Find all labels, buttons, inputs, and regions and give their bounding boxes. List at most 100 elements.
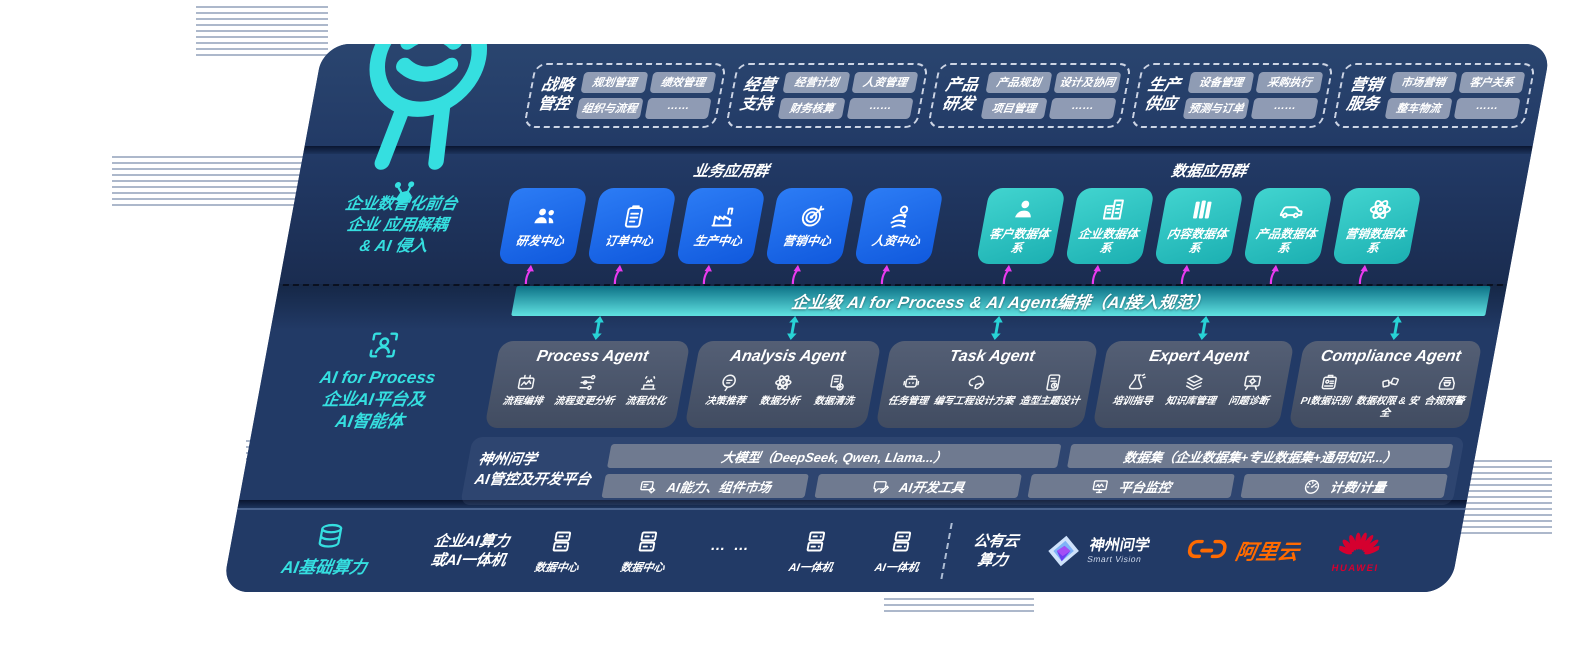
huawei-flower-icon xyxy=(1337,532,1382,554)
agent-capability: 任务管理 xyxy=(887,372,934,408)
business-group-title: 业务应用群 xyxy=(691,163,771,180)
app-box-label: 营销中心 xyxy=(781,234,833,249)
front-chip: 设备管理 xyxy=(1187,71,1255,93)
vendor-logos: 神州问学 Smart Vision 阿里云 xyxy=(1043,529,1386,574)
node-ai-appliance: AI一体机 xyxy=(873,528,926,575)
front-group-title: 经营支持 xyxy=(738,76,778,113)
id-card-icon xyxy=(1321,374,1337,390)
app-box-marketing-center: 营销中心 xyxy=(764,188,855,264)
team-icon xyxy=(533,208,554,224)
agent-title: Compliance Agent xyxy=(1319,348,1463,365)
tool-billing: 计费/计量 xyxy=(1240,474,1448,498)
agent-capability: 流程变更分析 xyxy=(553,372,620,408)
agent-card-analysis: Analysis Agent 决策推荐 数据分析 数据清洗 xyxy=(684,316,882,428)
front-chip: 设计及协同 xyxy=(1053,71,1122,93)
front-chip: 整车物流 xyxy=(1384,97,1453,119)
robot-icon xyxy=(903,375,920,388)
agent-row: Process Agent 流程编排 流程变更分析 流程优化 xyxy=(484,316,1483,428)
front-chip: 产品规划 xyxy=(985,71,1053,93)
data-box-label: 内容数据体系 xyxy=(1166,227,1229,255)
head-insight-icon xyxy=(721,374,736,392)
ai-layer-rail: AI for Process 企业AI平台及 AI智能体 xyxy=(251,328,503,433)
chat-pen-icon xyxy=(873,480,889,493)
data-box-enterprise: 企业数据体系 xyxy=(1064,188,1155,264)
clipboard-icon xyxy=(624,205,643,228)
target-icon xyxy=(801,205,824,227)
node-datacenter: 数据中心 xyxy=(619,528,672,575)
data-box-label: 产品数据体系 xyxy=(1255,227,1318,255)
front-group-title: 营销服务 xyxy=(1345,76,1384,113)
front-chip: 预测与订单 xyxy=(1182,97,1250,119)
logo-name: HUAWEI xyxy=(1330,562,1380,574)
tool-ai-dev: AI开发工具 xyxy=(814,474,1022,498)
front-chip: 绩效管理 xyxy=(649,71,717,93)
panel-gear-icon xyxy=(640,480,656,494)
stripe-decoration xyxy=(196,6,328,56)
front-group-strategy: 战略管控 规划管理 绩效管理 组织与流程 …… xyxy=(523,62,728,128)
server-icon xyxy=(552,531,571,551)
layers-icon xyxy=(1185,374,1203,391)
app-box-label: 研发中心 xyxy=(514,234,566,249)
flow-sliders-icon xyxy=(579,374,596,391)
front-layer-rail: 企业数智化前台 xyxy=(292,44,552,216)
data-box-wrap: 产品数据体系 xyxy=(1242,188,1333,304)
books-icon xyxy=(1192,200,1211,219)
molecule-icon xyxy=(392,181,414,209)
business-box-wrap: 人资中心 xyxy=(853,188,944,304)
front-group-marketing: 营销服务 市场营销 客户关系 整车物流 …… xyxy=(1331,62,1537,128)
design-board-icon xyxy=(1046,374,1061,391)
factory-icon xyxy=(710,207,733,227)
people-flow-icon xyxy=(890,205,908,229)
link-lock-icon xyxy=(1382,377,1400,388)
agent-title: Expert Agent xyxy=(1147,348,1250,365)
front-chip: 采购执行 xyxy=(1255,71,1324,93)
front-group-title: 战略管控 xyxy=(536,76,576,113)
data-box-label: 客户数据体系 xyxy=(988,227,1051,255)
atom-icon xyxy=(1369,200,1391,220)
enterprise-compute-label: 企业AI算力 或AI一体机 xyxy=(429,532,512,570)
agent-capability: 编写工程设计方案 xyxy=(933,372,1020,408)
agent-capability: 决策推荐 xyxy=(704,372,751,408)
business-box-wrap: 生产中心 xyxy=(675,188,766,304)
aliyun-bracket-icon xyxy=(1188,539,1227,559)
brain-head-icon xyxy=(369,44,488,170)
data-app-group: 数据应用群 客户数据体系 xyxy=(972,160,1427,304)
orchestration-bar: 企业级 AI for Process & AI Agent编排（AI接入规范） xyxy=(511,286,1491,316)
app-box-label: 生产中心 xyxy=(692,234,744,249)
gauge-icon xyxy=(1304,479,1319,494)
agent-capability: 数据权限 & 安全 xyxy=(1352,372,1425,420)
bidirectional-arrow-icon xyxy=(787,316,800,340)
front-chip: 市场营销 xyxy=(1389,71,1457,93)
user-icon xyxy=(1014,200,1031,218)
doc-clean-icon xyxy=(830,374,844,391)
training-icon xyxy=(1128,373,1146,390)
front-chip: …… xyxy=(644,97,712,119)
app-box-label: 人资中心 xyxy=(870,234,922,249)
agent-card-expert: Expert Agent 培训指导 知识库管理 问题诊断 xyxy=(1092,316,1295,428)
data-box-wrap: 客户数据体系 xyxy=(975,188,1066,304)
front-chip: 人资管理 xyxy=(851,71,919,93)
public-cloud-label: 公有云 算力 xyxy=(972,532,1021,570)
data-box-customer: 客户数据体系 xyxy=(975,188,1066,264)
node-ai-appliance: AI一体机 xyxy=(787,528,840,575)
infra-rail: AI基础算力 xyxy=(224,522,430,579)
front-chip: …… xyxy=(846,97,915,119)
logo-name: 阿里云 xyxy=(1233,541,1301,564)
stripe-decoration xyxy=(884,598,1034,612)
agent-card-process: Process Agent 流程编排 流程变更分析 流程优化 xyxy=(484,316,691,428)
agent-card-compliance: Compliance Agent PI数据识别 数据权限 & 安全 合规预警 xyxy=(1288,316,1483,428)
front-chip: 规划管理 xyxy=(580,71,649,93)
data-box-wrap: 营销数据体系 xyxy=(1331,188,1422,304)
front-chip: 经营计划 xyxy=(782,71,851,93)
agent-card-task: Task Agent 任务管理 编写工程设计方案 造型主题设计 xyxy=(875,316,1099,428)
bidirectional-arrow-icon xyxy=(1198,316,1211,340)
front-group-product: 产品研发 产品规划 设计及协同 项目管理 …… xyxy=(927,62,1132,128)
monitor-icon xyxy=(1093,479,1109,493)
ai-layer-band: 企业级 AI for Process & AI Agent编排（AI接入规范） … xyxy=(239,284,1508,505)
optimize-icon xyxy=(640,376,656,390)
front-chip: 组织与流程 xyxy=(575,97,644,119)
front-group-title: 生产供应 xyxy=(1142,76,1182,113)
agent-capability: PI数据识别 xyxy=(1300,372,1356,408)
agent-title: Analysis Agent xyxy=(728,348,848,365)
wave-box-icon xyxy=(517,374,535,390)
